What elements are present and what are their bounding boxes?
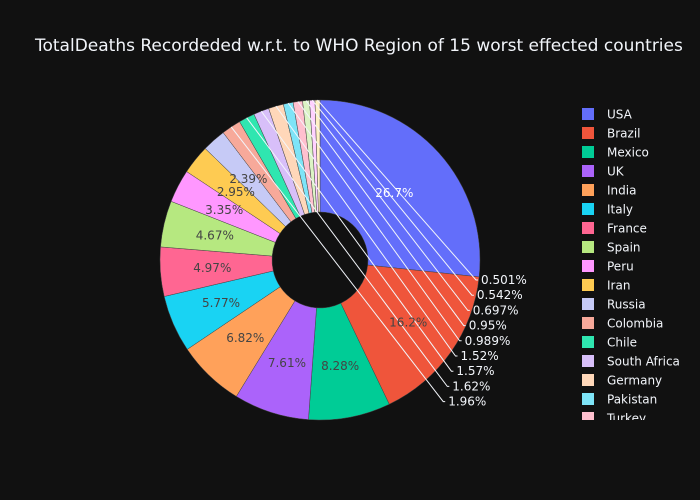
pie-slices	[159, 99, 481, 421]
slice-label: 3.35%	[205, 203, 243, 217]
leader-line	[275, 105, 458, 357]
legend-swatch	[582, 222, 594, 234]
legend-label: Pakistan	[607, 393, 657, 407]
slice-label: 6.82%	[226, 331, 264, 345]
legend-swatch	[582, 374, 594, 386]
leader-line	[287, 102, 462, 342]
chart-title: TotalDeaths Recordeded w.r.t. to WHO Reg…	[34, 36, 683, 56]
legend-label: Peru	[607, 260, 634, 274]
legend[interactable]: USA Brazil Mexico UK India Italy France Spain Pe…	[582, 108, 680, 426]
legend-item[interactable]: Russia	[582, 298, 646, 312]
legend-swatch	[582, 203, 594, 215]
legend-label: Colombia	[607, 317, 663, 331]
legend-label: France	[607, 222, 647, 236]
legend-label: Germany	[607, 374, 662, 388]
slice-label: 4.97%	[193, 261, 231, 275]
legend-swatch	[582, 317, 594, 329]
legend-label: Russia	[607, 298, 646, 312]
leader-line	[311, 99, 474, 296]
slice-label: 1.57%	[456, 364, 494, 378]
leader-line	[260, 110, 454, 372]
pie-slice[interactable]	[319, 99, 481, 278]
legend-label: Italy	[607, 203, 633, 217]
legend-swatch	[582, 279, 594, 291]
leader-line	[317, 99, 478, 281]
slice-label: 4.67%	[196, 229, 234, 243]
legend-item[interactable]: India	[582, 184, 636, 198]
slice-label: 1.96%	[448, 395, 486, 409]
slice-label: 1.52%	[461, 349, 499, 363]
legend-label: Iran	[607, 279, 630, 293]
legend-item[interactable]: France	[582, 222, 647, 236]
legend-item[interactable]: Colombia	[582, 317, 663, 331]
legend-swatch	[582, 298, 594, 310]
legend-swatch	[582, 108, 594, 120]
legend-swatch	[582, 412, 594, 420]
legend-item[interactable]: USA	[582, 108, 633, 122]
legend-item[interactable]: Chile	[582, 336, 637, 350]
legend-label: USA	[607, 108, 633, 122]
legend-item[interactable]: South Africa	[582, 355, 680, 369]
legend-item[interactable]: Turkey	[582, 412, 646, 426]
slice-label: 2.39%	[229, 172, 267, 186]
legend-item[interactable]: Pakistan	[582, 393, 657, 407]
legend-swatch	[582, 127, 594, 139]
legend-item[interactable]: Mexico	[582, 146, 649, 160]
slice-label: 26.7%	[375, 186, 413, 200]
legend-swatch	[582, 165, 594, 177]
legend-item[interactable]: Spain	[582, 241, 641, 255]
legend-swatch	[582, 184, 594, 196]
legend-label: UK	[607, 165, 625, 179]
legend-label: Brazil	[607, 127, 641, 141]
slice-label: 0.501%	[481, 273, 527, 287]
legend-swatch	[582, 393, 594, 405]
leader-line	[305, 100, 470, 311]
legend-item[interactable]: Brazil	[582, 127, 641, 141]
legend-label: Spain	[607, 241, 641, 255]
legend-item[interactable]: Italy	[582, 203, 633, 217]
slice-label: 7.61%	[268, 356, 306, 370]
slice-label: 2.95%	[217, 185, 255, 199]
legend-label: Turkey	[606, 412, 646, 426]
legend-item[interactable]: Peru	[582, 260, 634, 274]
slice-label: 1.62%	[452, 379, 490, 393]
legend-swatch	[582, 355, 594, 367]
leader-line	[230, 126, 446, 403]
legend-swatch	[582, 260, 594, 272]
legend-item[interactable]: UK	[582, 165, 625, 179]
slice-label: 0.95%	[469, 319, 507, 333]
slice-labels: 26.7% 16.2% 8.28% 7.61% 6.82% 5.77% 4.97% 4.67%…	[193, 172, 527, 408]
slice-label: 0.697%	[473, 303, 519, 317]
pie-slice[interactable]	[314, 99, 321, 213]
legend-label: South Africa	[607, 355, 680, 369]
legend-label: India	[607, 184, 636, 198]
label-leader-lines	[230, 99, 478, 403]
legend-swatch	[582, 336, 594, 348]
legend-item[interactable]: Germany	[582, 374, 662, 388]
slice-label: 5.77%	[202, 296, 240, 310]
slice-label: 8.28%	[321, 359, 359, 373]
leader-line	[297, 101, 466, 327]
legend-swatch	[582, 146, 594, 158]
slice-label: 0.989%	[465, 334, 511, 348]
leader-line	[246, 117, 450, 387]
legend-swatch	[582, 241, 594, 253]
slice-label: 0.542%	[477, 288, 523, 302]
slice-label: 16.2%	[389, 315, 427, 329]
legend-item[interactable]: Iran	[582, 279, 630, 293]
legend-label: Chile	[607, 336, 637, 350]
legend-label: Mexico	[607, 146, 649, 160]
